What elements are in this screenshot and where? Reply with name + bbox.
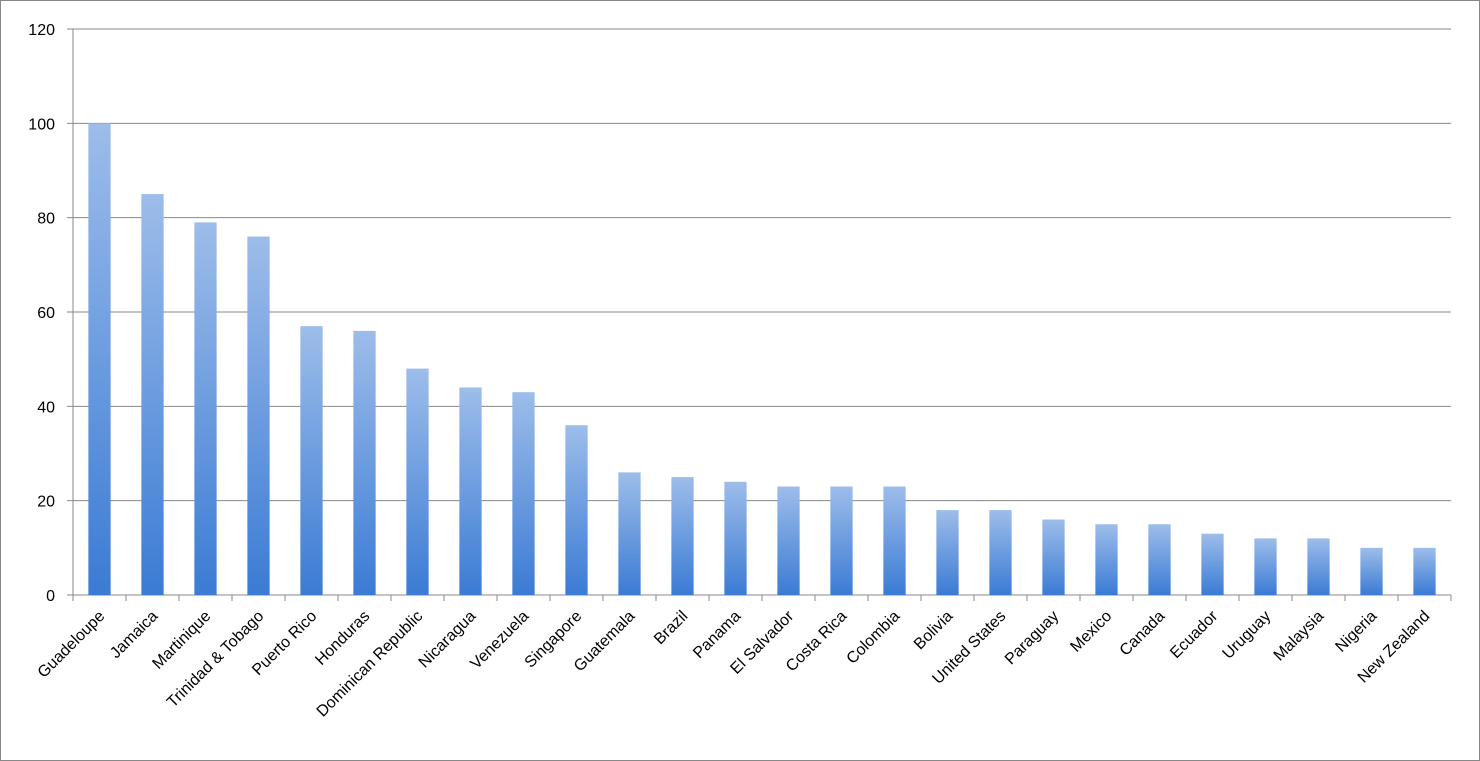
bar: [512, 392, 535, 595]
bar: [565, 425, 588, 595]
bar: [406, 368, 429, 595]
bar: [724, 481, 747, 595]
bar: [353, 330, 376, 595]
bar: [247, 236, 270, 596]
bar: [1201, 533, 1224, 595]
bar: [671, 477, 694, 595]
y-tick-label: 20: [37, 494, 55, 511]
bar: [1254, 538, 1277, 595]
y-tick-label: 80: [37, 211, 55, 228]
bar: [618, 472, 641, 595]
bar: [300, 326, 323, 595]
bar: [989, 510, 1012, 595]
bar: [194, 222, 217, 595]
bar: [141, 194, 164, 596]
y-tick-label: 100: [28, 116, 55, 133]
bar: [1095, 524, 1118, 595]
y-tick-label: 120: [28, 22, 55, 39]
bar: [459, 387, 482, 595]
bar: [1413, 547, 1436, 595]
y-tick-label: 40: [37, 399, 55, 416]
bar: [936, 510, 959, 595]
bar: [1360, 547, 1383, 595]
y-tick-label: 0: [46, 588, 55, 605]
bar: [777, 486, 800, 595]
bar: [88, 123, 111, 595]
bar: [1148, 524, 1171, 595]
y-tick-label: 60: [37, 305, 55, 322]
bar: [830, 486, 853, 595]
bar: [1042, 519, 1065, 595]
bar: [883, 486, 906, 595]
bar: [1307, 538, 1330, 595]
